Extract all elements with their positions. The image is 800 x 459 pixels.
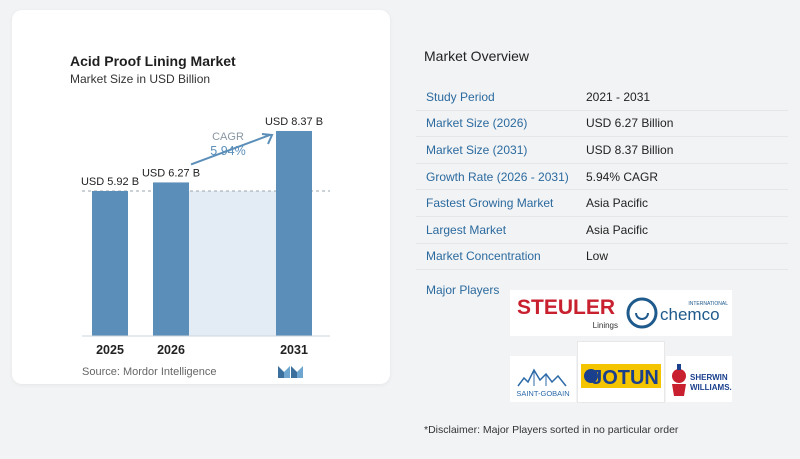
chemco-top: INTERNATIONAL	[688, 301, 728, 307]
bar-chart: USD 5.92 B 2025 USD 6.27 B 2026 USD 8.37 B 20…	[81, 116, 330, 357]
cagr-arrow-head	[261, 132, 274, 145]
overview-row: Market Concentration Low	[416, 244, 788, 271]
overview-label: Largest Market	[426, 222, 507, 237]
bar-value-label: USD 8.37 B	[265, 116, 323, 128]
chart-subtitle: Market Size in USD Billion	[70, 72, 211, 86]
overview-table: Study Period 2021 - 2031 Market Size (20…	[416, 84, 788, 271]
source-note: Source: Mordor Intelligence	[82, 366, 217, 378]
jotun-wordmark: JOTUN	[591, 367, 659, 389]
chart-title: Acid Proof Lining Market	[70, 53, 236, 69]
overview-value: 2021 - 2031	[586, 89, 651, 104]
cagr-value: 5.94%	[210, 144, 245, 158]
saint-gobain-logo-icon: SAINT-GOBAIN	[516, 368, 570, 398]
category-label: 2025	[96, 343, 124, 357]
overview-value: Asia Pacific	[586, 196, 649, 211]
steuler-logo: STEULER Linings	[510, 290, 622, 336]
chemco-logo-icon: INTERNATIONAL chemco	[626, 297, 728, 329]
overview-row: Largest Market Asia Pacific	[416, 217, 788, 244]
overview-label: Market Size (2031)	[426, 142, 528, 157]
sherwin-wordmark: SHERWIN	[690, 373, 728, 382]
cagr-label: CAGR	[212, 131, 244, 143]
overview-row: Market Size (2026) USD 6.27 Billion	[416, 111, 788, 138]
overview-value: Asia Pacific	[586, 222, 649, 237]
overview-title: Market Overview	[424, 48, 530, 64]
mordor-logo-icon	[278, 366, 303, 378]
overview-value: USD 8.37 Billion	[586, 142, 674, 157]
growth-shade	[189, 190, 276, 336]
major-players-label: Major Players	[426, 283, 500, 297]
steuler-sub: Linings	[593, 321, 618, 330]
category-label: 2031	[280, 343, 308, 357]
williams-wordmark: WILLIAMS.	[690, 383, 732, 392]
overview-row: Market Size (2031) USD 8.37 Billion	[416, 137, 788, 164]
overview-row: Fastest Growing Market Asia Pacific	[416, 190, 788, 217]
saint-gobain-logo: SAINT-GOBAIN	[510, 356, 576, 402]
category-label: 2026	[157, 343, 185, 357]
overview-row: Growth Rate (2026 - 2031) 5.94% CAGR	[416, 164, 788, 191]
overview-row: Study Period 2021 - 2031	[416, 84, 788, 111]
bar	[153, 182, 189, 336]
bar-value-label: USD 6.27 B	[142, 167, 200, 179]
bar	[92, 190, 128, 336]
jotun-logo-icon: JOTUN	[581, 364, 661, 389]
jotun-logo: JOTUN	[577, 341, 665, 403]
steuler-logo-icon: STEULER Linings	[517, 296, 618, 330]
disclaimer: *Disclaimer: Major Players sorted in no …	[424, 424, 679, 436]
chemco-wordmark: chemco	[660, 305, 720, 324]
overview-label: Growth Rate (2026 - 2031)	[426, 169, 569, 184]
chemco-logo: INTERNATIONAL chemco	[622, 290, 732, 336]
cagr-arrow-line	[190, 134, 271, 166]
steuler-wordmark: STEULER	[517, 296, 615, 319]
sherwin-williams-logo-icon: SHERWIN WILLIAMS.	[672, 364, 732, 396]
overview-label: Market Size (2026)	[426, 116, 528, 131]
saint-gobain-wordmark: SAINT-GOBAIN	[516, 389, 569, 398]
overview-label: Market Concentration	[426, 249, 541, 264]
bar	[276, 130, 312, 336]
overview-value: USD 6.27 Billion	[586, 116, 674, 131]
overview-label: Study Period	[426, 89, 495, 104]
bar-value-label: USD 5.92 B	[81, 176, 139, 188]
sherwin-williams-logo: SHERWIN WILLIAMS.	[666, 356, 732, 402]
overview-label: Fastest Growing Market	[426, 196, 554, 211]
overview-value: 5.94% CAGR	[586, 169, 659, 184]
overview-value: Low	[586, 249, 609, 264]
